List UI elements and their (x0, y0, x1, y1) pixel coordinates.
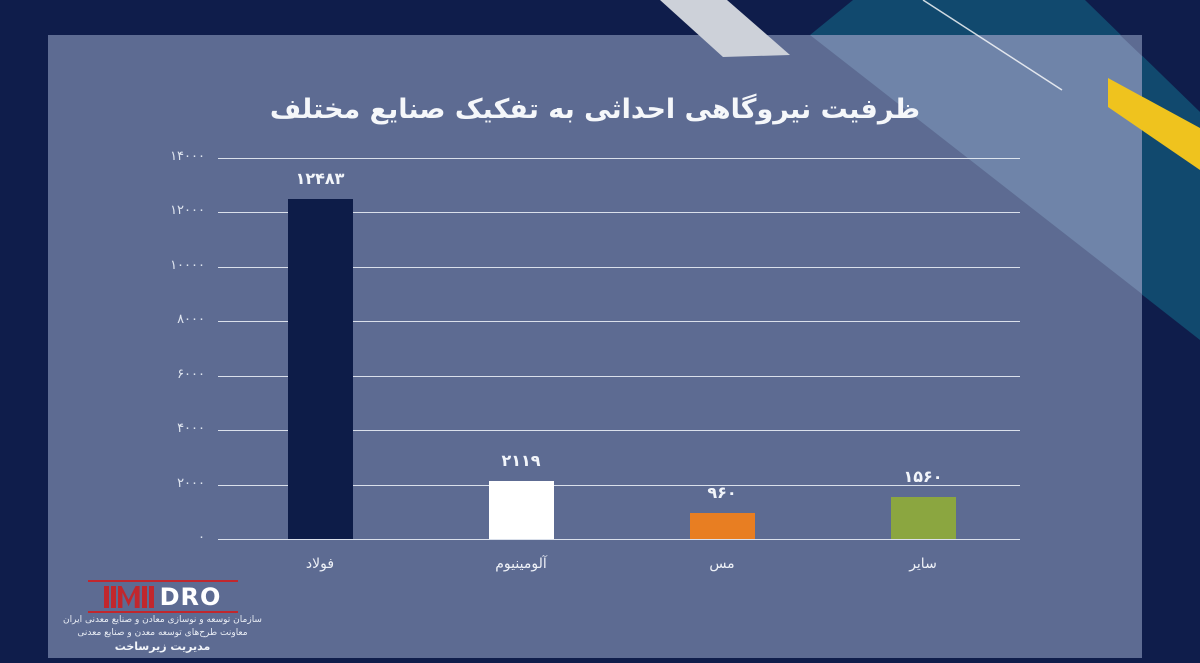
gridline-10000 (218, 266, 1020, 268)
logo-dro-text: DRO (159, 583, 222, 611)
gridline-6000 (218, 375, 1020, 377)
x-axis-label-aluminum: آلومینیوم (495, 556, 547, 572)
imidro-logo-block: DRO سازمان توسعه و نوسازی معادن و صنایع … (50, 580, 275, 654)
logo-top-rule (87, 580, 238, 582)
y-tick-label-2000: ۲۰۰۰ (177, 475, 205, 491)
y-tick-label-0: ۰ (198, 530, 205, 545)
bar-value-copper: ۹۶۰ (707, 482, 737, 502)
bar-copper (689, 512, 755, 539)
deputy-line: معاونت طرح‌های توسعه معدن و صنایع معدنی (77, 628, 248, 638)
gridline-14000 (218, 158, 1020, 159)
bar-other (890, 496, 956, 539)
y-tick-label-4000: ۴۰۰۰ (177, 421, 205, 437)
logo-bottom-rule (87, 611, 238, 613)
bar-value-steel: ۱۲۴۸۳ (295, 169, 345, 189)
y-tick-label-14000: ۱۴۰۰۰ (170, 149, 205, 164)
imidro-logo: DRO (87, 580, 238, 613)
gridline-2000 (218, 484, 1020, 486)
y-tick-label-8000: ۸۰۰۰ (177, 312, 205, 328)
x-axis-label-steel: فولاد (305, 556, 335, 572)
gridline-4000 (218, 430, 1020, 432)
x-axis-label-copper: مس (709, 556, 735, 572)
bar-steel (287, 199, 353, 539)
y-tick-label-10000: ۱۰۰۰۰ (170, 257, 205, 273)
bar-value-aluminum: ۲۱۱۹ (501, 451, 541, 471)
gridline-12000 (218, 212, 1020, 214)
chart-panel (48, 35, 1142, 658)
chart-title: ظرفیت نیروگاهی احداثی به تفکیک صنایع مخت… (269, 94, 921, 125)
y-tick-label-12000: ۱۲۰۰۰ (170, 203, 205, 219)
imi-mark-icon (103, 586, 154, 608)
org-name-line: سازمان توسعه و نوسازی معادن و صنایع معدن… (63, 615, 262, 625)
bar-value-other: ۱۵۶۰ (903, 466, 943, 486)
gridline-8000 (218, 321, 1020, 323)
management-line: مدیریت زیرساخت (114, 640, 211, 653)
y-tick-label-6000: ۶۰۰۰ (177, 366, 205, 382)
x-axis-label-other: سایر (909, 556, 937, 572)
bar-aluminum (488, 481, 554, 539)
gridline-0 (218, 539, 1020, 540)
